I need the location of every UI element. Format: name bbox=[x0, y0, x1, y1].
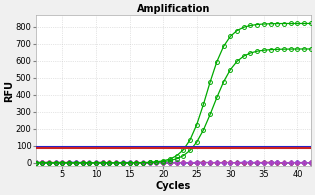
Title: Amplification: Amplification bbox=[136, 4, 210, 14]
X-axis label: Cycles: Cycles bbox=[156, 181, 191, 191]
Y-axis label: RFU: RFU bbox=[4, 80, 14, 102]
